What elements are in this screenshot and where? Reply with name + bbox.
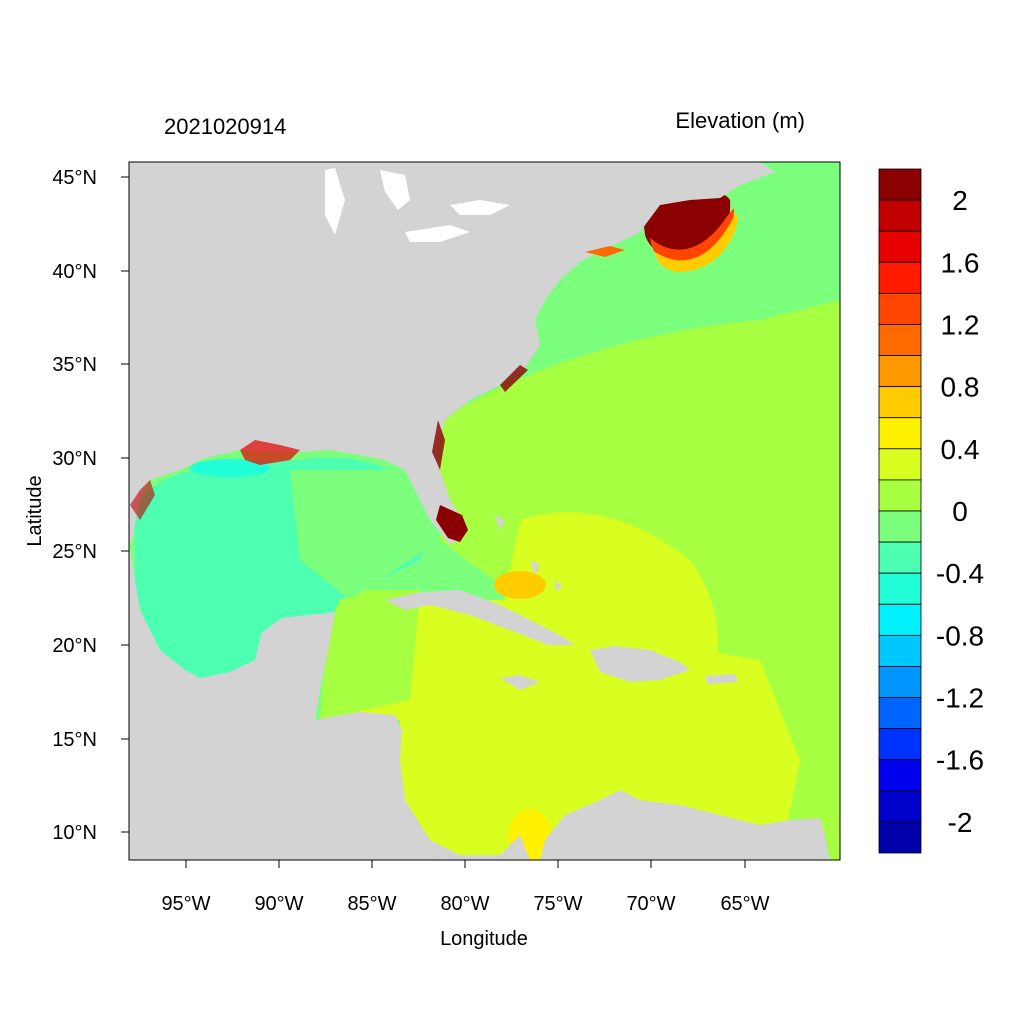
louisiana-coast-surge [240,440,300,465]
colorbar-swatch [878,541,922,574]
map-panel [129,162,840,860]
colorbar-swatch [878,479,922,512]
south-florida-surge [436,505,468,542]
colorbar-swatch [878,199,922,232]
colorbar-label: -1.2 [936,683,984,714]
colorbar-swatch [878,448,922,481]
longitude-axis: 95°W 90°W 85°W 80°W 75°W 70°W 65°W [161,860,770,915]
colorbar-swatch [878,355,922,388]
colorbar-label: -1.6 [936,745,984,776]
latitude-axis: 45°N 40°N 35°N 30°N 25°N 20°N 15°N 10°N [52,167,129,844]
cuba-land [385,590,575,645]
mexico-central-america-land [129,545,530,860]
colorbar-swatch [878,168,922,201]
great-lakes [325,168,510,242]
colorbar-swatch [878,634,922,667]
puerto-rico-land [705,674,738,684]
colorbar-label: 1.6 [941,247,980,278]
lat-tick-label: 20°N [52,635,97,657]
colorbar-labels: 2 1.6 1.2 0.8 0.4 0 -0.4 -0.8 -1.2 -1.6 -2 [936,185,984,838]
colorbar-label: -0.8 [936,620,984,651]
colorbar-label: 1.2 [941,309,980,340]
colorbar-swatch [878,230,922,263]
lon-tick-label: 65°W [720,893,769,915]
lon-tick-label: 75°W [533,893,582,915]
colorbar [878,168,922,854]
colorbar-swatch [878,790,922,823]
x-axis-title: Longitude [440,928,528,950]
gulf-east-zone [290,470,440,600]
lat-tick-label: 40°N [52,261,97,283]
colorbar-swatch [878,324,922,356]
colorbar-swatch [878,292,922,325]
caribbean-west-zone [320,590,420,720]
long-island-sound-surge [585,246,625,257]
timestamp-label: 2021020914 [164,114,286,139]
y-axis-title: Latitude [24,475,46,546]
colorbar-label: -2 [948,807,973,838]
colorbar-swatch [878,821,922,854]
lat-tick-label: 35°N [52,354,97,376]
colorbar-swatch [878,386,922,419]
lon-tick-label: 85°W [347,893,396,915]
colorbar-swatch [878,572,922,605]
hispaniola-land [590,646,690,682]
bahamas-islands [495,515,562,592]
lat-tick-label: 30°N [52,448,97,470]
gulf-of-maine-edge [655,212,738,272]
lon-tick-label: 95°W [161,893,210,915]
map-frame [128,161,841,861]
south-america-land [540,790,830,860]
colorbar-swatch [878,759,922,792]
colorbar-swatch [878,697,922,730]
lat-tick-label: 10°N [52,822,97,844]
colorbar-swatch [878,666,922,698]
colorbar-swatch [878,728,922,761]
colorbar-label: -0.4 [936,558,984,589]
colorbar-label: 0.4 [941,434,980,465]
lat-tick-label: 45°N [52,167,97,189]
georgia-carolina-coast-surge [432,365,528,470]
lat-tick-label: 25°N [52,541,97,563]
lon-tick-label: 90°W [254,893,303,915]
colorbar-swatch [878,417,922,450]
texas-coast-surge [130,480,155,520]
lat-tick-label: 15°N [52,729,97,751]
lon-tick-label: 70°W [626,893,675,915]
colorbar-swatch [878,603,922,636]
lon-tick-label: 80°W [440,893,489,915]
colorbar-label: 2 [952,185,968,216]
great-bahama-bank [494,571,546,599]
map-title: Elevation (m) [675,108,805,133]
colorbar-swatch [878,510,922,543]
jamaica-land [500,675,540,690]
colorbar-label: 0.8 [941,372,980,403]
mississippi-shelf-low [190,459,270,477]
colorbar-label: 0 [952,496,968,527]
colorbar-swatch [878,261,922,294]
